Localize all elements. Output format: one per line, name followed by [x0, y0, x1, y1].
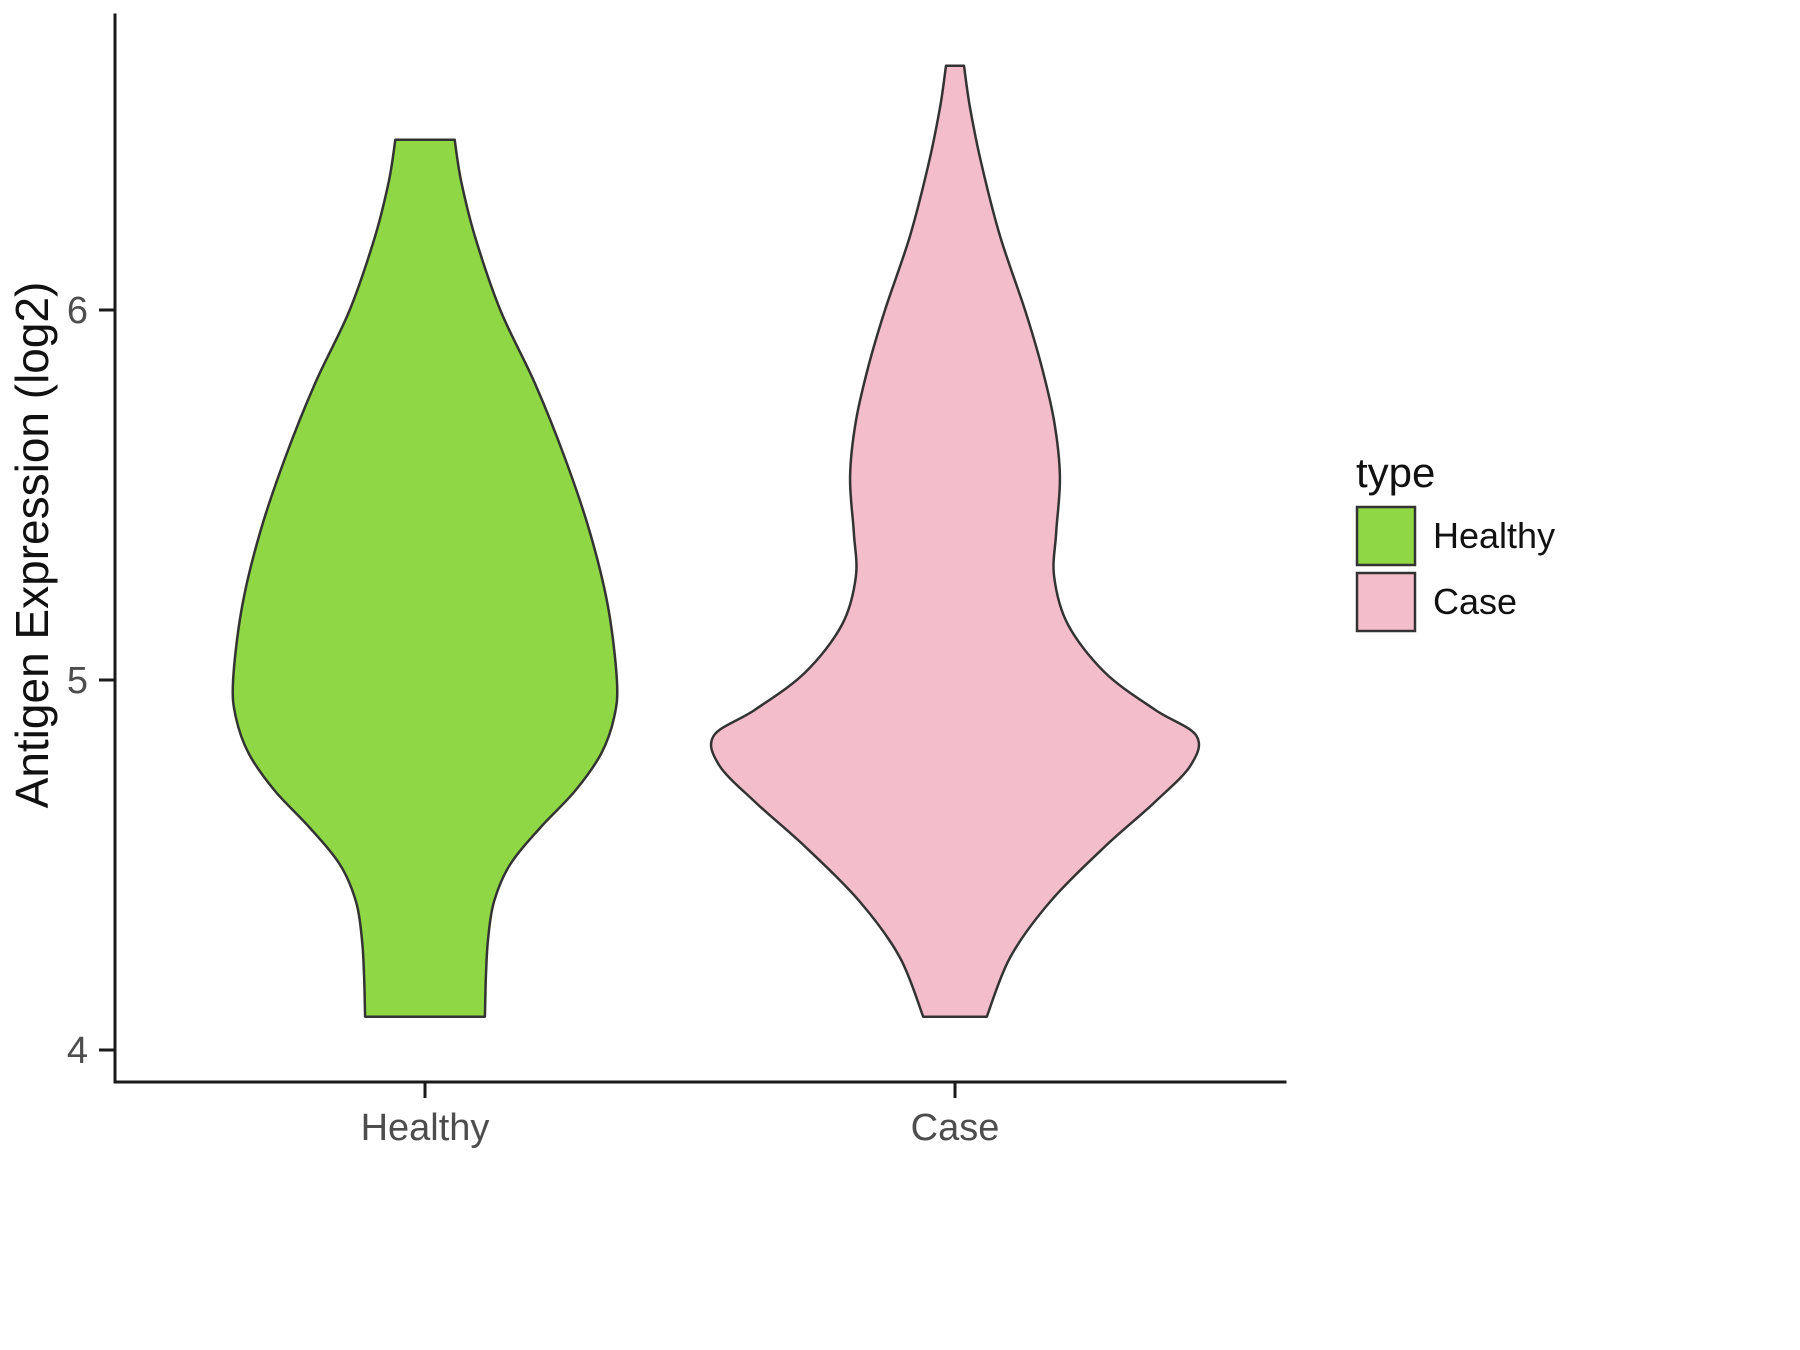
- y-axis-title: Antigen Expression (log2): [6, 282, 58, 809]
- violin-healthy: [231, 138, 619, 1018]
- legend-label-case: Case: [1433, 581, 1517, 622]
- x-label-healthy: Healthy: [361, 1107, 490, 1149]
- legend-swatch-case: [1355, 571, 1417, 633]
- y-tick-label-4: 4: [67, 1030, 88, 1072]
- y-tick-label-6: 6: [67, 290, 88, 332]
- legend-title: type: [1356, 449, 1435, 496]
- legend-swatch-healthy: [1355, 505, 1417, 567]
- violin-case: [709, 64, 1201, 1018]
- violins-group: [231, 64, 1201, 1018]
- legend: type Healthy Case: [1355, 449, 1555, 633]
- legend-label-healthy: Healthy: [1433, 515, 1555, 556]
- y-tick-label-5: 5: [67, 660, 88, 702]
- x-label-case: Case: [911, 1107, 1000, 1149]
